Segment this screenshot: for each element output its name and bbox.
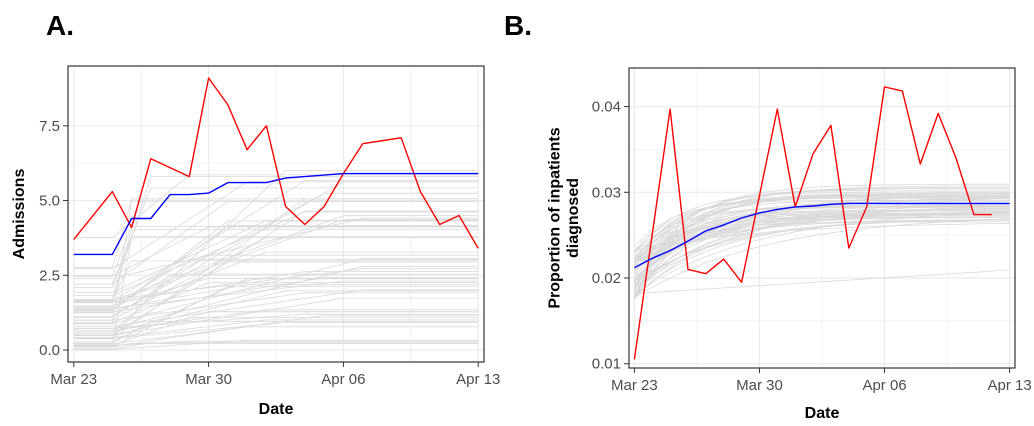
panel-b: B. Mar 23 Mar 30 Apr 06 Apr 13 0.01 0.02 0.03 0… bbox=[504, 0, 1034, 426]
simulation-line bbox=[73, 289, 479, 327]
grid bbox=[68, 66, 484, 362]
y-tick-label: 0.01 bbox=[592, 356, 621, 373]
chart-a: Mar 23 Mar 30 Apr 06 Apr 13 0.0 2.5 5.0 7.5 Date… bbox=[11, 65, 500, 418]
simulation-line bbox=[73, 310, 479, 346]
simulation-line bbox=[73, 273, 479, 339]
simulation-line bbox=[634, 185, 1010, 297]
simulation-line bbox=[634, 219, 1010, 297]
simulation-line bbox=[634, 213, 1010, 268]
simulation-line bbox=[73, 314, 479, 347]
simulation-line bbox=[634, 204, 1010, 269]
simulation-line bbox=[73, 236, 479, 345]
simulation-line bbox=[634, 218, 1010, 299]
simulation-line bbox=[634, 215, 1010, 282]
simulation-line bbox=[73, 297, 479, 336]
series-line-blue bbox=[73, 172, 479, 256]
y-tick-label: 0.02 bbox=[592, 270, 621, 287]
simulation-line bbox=[73, 200, 479, 324]
simulation-line bbox=[73, 217, 479, 279]
simulation-line bbox=[634, 210, 1010, 278]
simulation-line bbox=[634, 213, 1010, 264]
simulation-line bbox=[634, 187, 1010, 291]
x-tick-label: Apr 13 bbox=[456, 371, 500, 388]
x-tick-label: Apr 06 bbox=[862, 377, 906, 394]
series-line-blue bbox=[634, 202, 1010, 269]
simulation-lines bbox=[73, 170, 479, 350]
y-axis-title: Admissions bbox=[11, 169, 28, 260]
simulation-line bbox=[73, 282, 479, 324]
simulation-line bbox=[73, 290, 479, 333]
simulation-line bbox=[634, 191, 1010, 253]
x-tick-label: Apr 13 bbox=[988, 377, 1032, 394]
simulation-line bbox=[73, 326, 479, 345]
x-axis-title: Date bbox=[805, 405, 840, 422]
simulation-line bbox=[73, 320, 479, 344]
simulation-line bbox=[73, 219, 479, 293]
simulation-line bbox=[73, 215, 479, 302]
simulation-line bbox=[73, 292, 479, 321]
simulation-line bbox=[73, 254, 479, 318]
x-tick-label: Mar 23 bbox=[50, 371, 97, 388]
plot-border bbox=[628, 67, 1016, 369]
simulation-line bbox=[73, 284, 479, 310]
simulation-line bbox=[73, 319, 479, 339]
simulation-line bbox=[73, 340, 479, 346]
x-tick-label: Mar 30 bbox=[185, 371, 232, 388]
simulation-line bbox=[634, 219, 1010, 285]
simulation-line bbox=[634, 206, 1010, 253]
y-tick-label: 0.04 bbox=[592, 99, 621, 116]
plot-border bbox=[67, 65, 485, 363]
chart-b: Mar 23 Mar 30 Apr 06 Apr 13 0.01 0.02 0.03 0.04… bbox=[546, 67, 1032, 422]
simulation-line bbox=[73, 192, 479, 308]
simulation-line bbox=[73, 285, 479, 348]
simulation-line bbox=[73, 342, 479, 348]
simulation-line bbox=[73, 210, 479, 336]
simulation-line bbox=[73, 258, 479, 307]
simulation-line bbox=[73, 187, 479, 288]
simulation-line bbox=[634, 183, 1010, 275]
simulation-line bbox=[73, 236, 479, 321]
simulation-line bbox=[73, 277, 479, 313]
x-axis-title: Date bbox=[259, 401, 294, 418]
simulation-line bbox=[73, 251, 479, 314]
simulation-line bbox=[73, 225, 479, 311]
panel-label: A. bbox=[46, 10, 74, 41]
y-axis-title: Proportion of inpatientsdiagnosed bbox=[546, 127, 581, 308]
simulation-line bbox=[73, 174, 479, 239]
x-tick-label: Mar 23 bbox=[611, 377, 658, 394]
y-tick-label: 2.5 bbox=[39, 267, 60, 284]
simulation-line bbox=[634, 198, 1010, 266]
simulation-line bbox=[73, 278, 479, 343]
simulation-line bbox=[634, 223, 1010, 251]
simulation-line bbox=[73, 219, 479, 304]
y-tick-label: 5.0 bbox=[39, 193, 60, 210]
simulation-line bbox=[73, 176, 479, 301]
y-tick-label: 0.0 bbox=[39, 342, 60, 359]
x-tick-label: Mar 30 bbox=[736, 377, 783, 394]
simulation-line bbox=[634, 269, 1010, 294]
simulation-line bbox=[73, 342, 479, 350]
simulation-line bbox=[73, 277, 479, 307]
simulation-line bbox=[73, 322, 479, 339]
y-tick-label: 0.03 bbox=[592, 184, 621, 201]
series-line-red bbox=[633, 86, 992, 360]
simulation-line bbox=[73, 211, 479, 296]
simulation-line bbox=[634, 194, 1010, 299]
simulation-line bbox=[73, 313, 479, 329]
panel-label: B. bbox=[504, 10, 532, 41]
x-tick-label: Apr 06 bbox=[321, 371, 365, 388]
y-tick-label: 7.5 bbox=[39, 118, 60, 135]
simulation-line bbox=[73, 260, 479, 301]
simulation-line bbox=[73, 181, 479, 318]
series-line-red bbox=[73, 77, 479, 249]
simulation-line bbox=[73, 268, 479, 300]
simulation-line bbox=[73, 225, 479, 277]
simulation-line bbox=[73, 339, 479, 350]
panel-a: A. Mar 23 Mar 30 Apr 06 Apr 13 0.0 2.5 5.0 7.5 D… bbox=[11, 10, 500, 418]
simulation-line bbox=[73, 180, 479, 303]
simulation-line bbox=[634, 199, 1010, 247]
simulation-line bbox=[73, 265, 479, 330]
